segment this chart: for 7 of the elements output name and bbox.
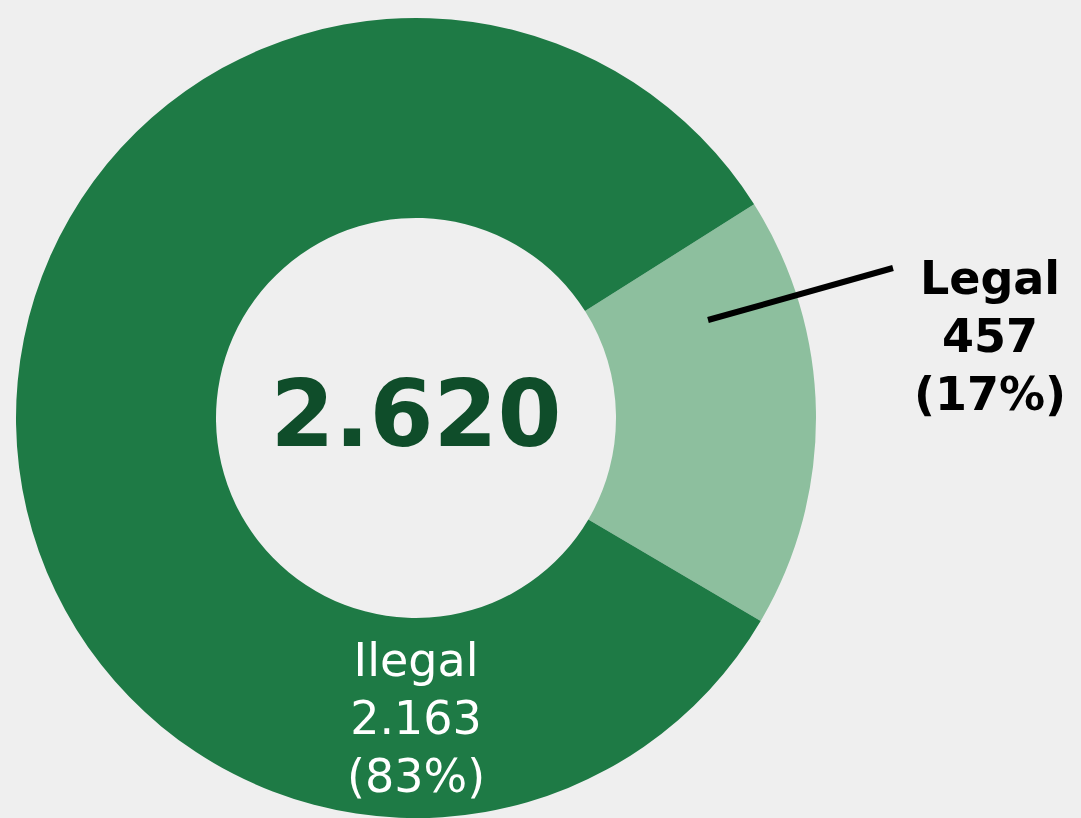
data-label: 457 (17%) xyxy=(913,309,1067,421)
slice-label: Legal xyxy=(919,251,1061,305)
text: 2.620 xyxy=(270,361,562,468)
slice-label: Ilegal xyxy=(353,633,479,687)
donut-slice xyxy=(585,204,816,621)
data-label: 2.163 (83%) xyxy=(346,691,486,803)
donut-slice xyxy=(16,18,761,818)
